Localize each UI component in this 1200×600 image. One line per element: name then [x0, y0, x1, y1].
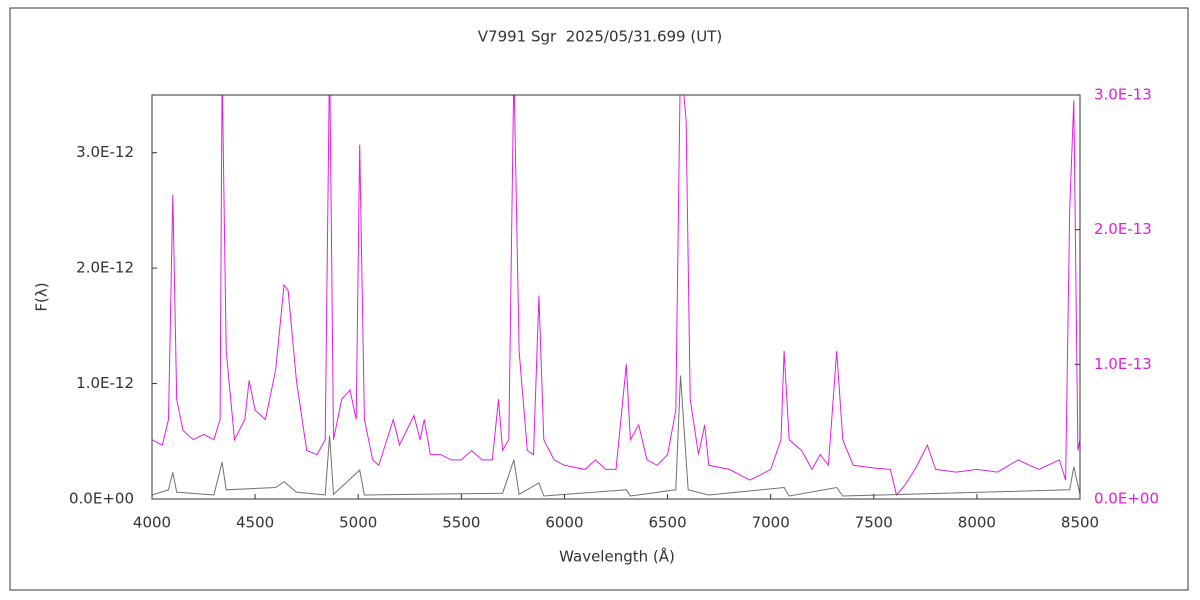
x-tick-label: 5000: [339, 514, 377, 532]
y2-tick-label: 0.0E+00: [1094, 490, 1159, 508]
x-tick-label: 7000: [752, 514, 790, 532]
x-tick-label: 4500: [236, 514, 274, 532]
spectrum-line: [152, 375, 1080, 497]
plot-area: [152, 95, 1080, 497]
y2-tick-label: 2.0E-13: [1094, 220, 1152, 238]
plot-frame: [151, 94, 1081, 500]
x-tick-label: 6000: [545, 514, 583, 532]
y2-tick-label: 3.0E-13: [1094, 86, 1152, 104]
y2-tick-label: 1.0E-13: [1094, 355, 1152, 373]
y-tick-label: 2.0E-12: [76, 259, 134, 277]
x-tick-label: 5500: [442, 514, 480, 532]
x-tick-label: 7500: [855, 514, 893, 532]
spectrum-line: [152, 95, 1080, 497]
frame: [9, 7, 1189, 591]
x-tick-label: 8500: [1061, 514, 1099, 532]
x-tick-label: 4000: [133, 514, 171, 532]
x-axis-label: Wavelength (Å): [559, 547, 675, 566]
x-tick-label: 6500: [648, 514, 686, 532]
chart-title: V7991 Sgr 2025/05/31.699 (UT): [478, 28, 722, 46]
x-tick-label: 8000: [958, 514, 996, 532]
y-tick-label: 1.0E-12: [76, 374, 134, 392]
y-tick-label: 3.0E-12: [76, 143, 134, 161]
y-axis-label: F(λ): [33, 282, 51, 311]
y-tick-label: 0.0E+00: [69, 490, 134, 508]
